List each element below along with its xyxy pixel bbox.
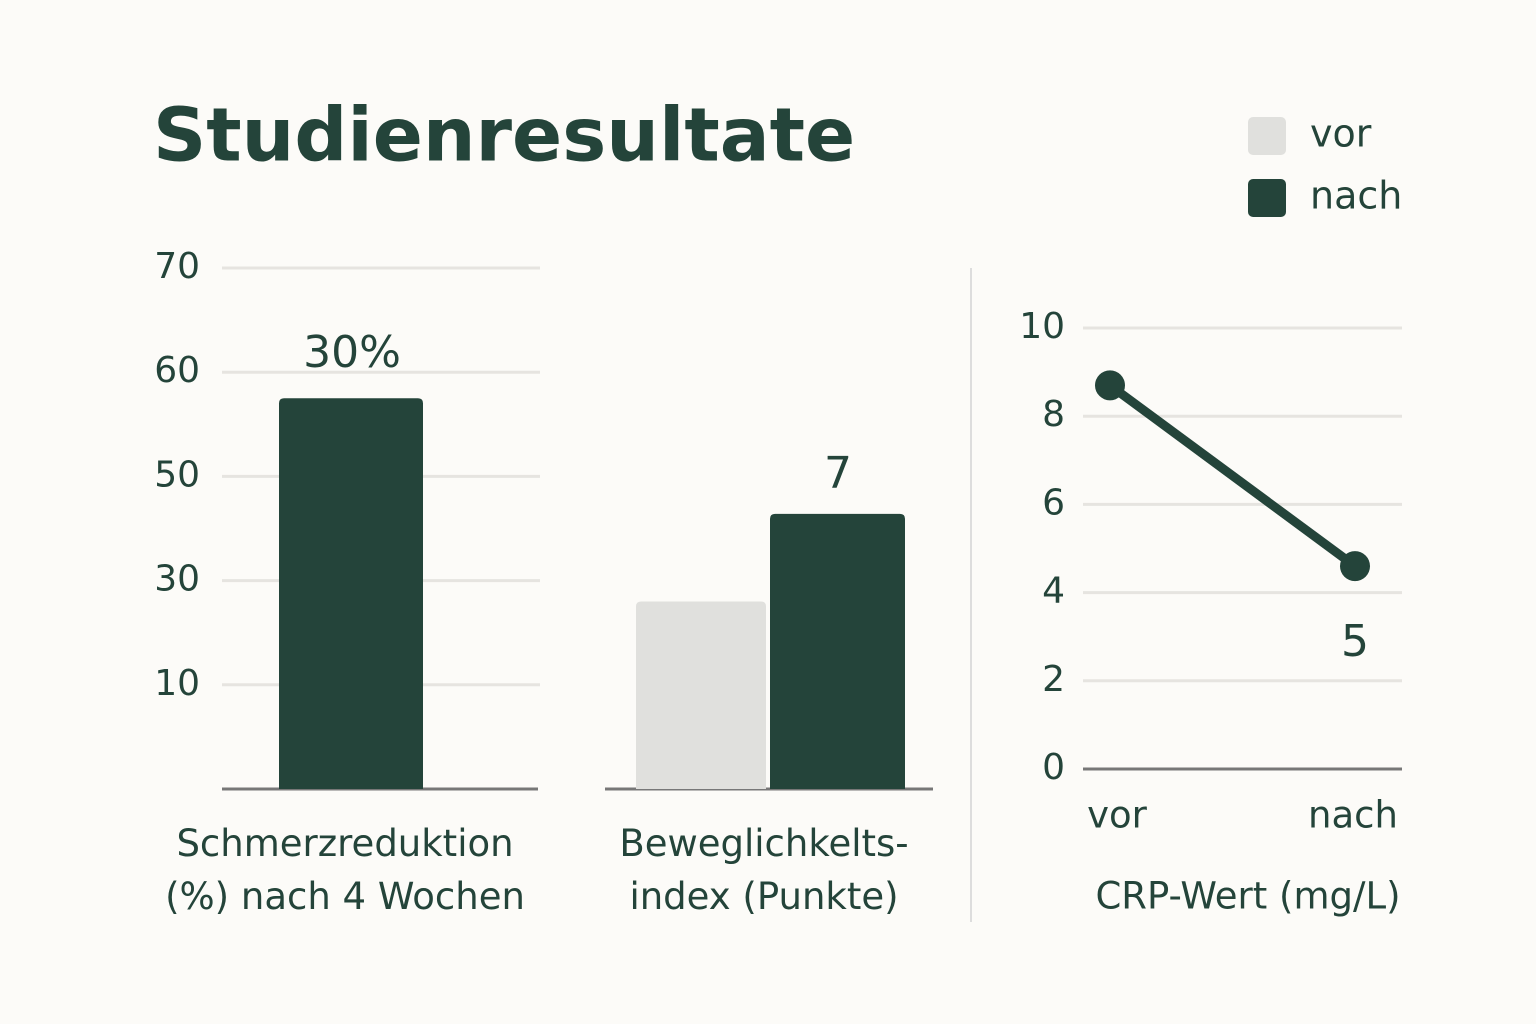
y-tick-label: 50 (154, 454, 200, 495)
point (1340, 551, 1370, 582)
x-tick-label: Beweglichkelts-index (Punkte) (619, 822, 908, 918)
point (1095, 370, 1125, 401)
y-tick-label: 4 (1042, 571, 1065, 612)
annotation: 30% (303, 327, 401, 378)
y-tick-label: 70 (154, 246, 200, 287)
y-tick-label: 60 (154, 350, 200, 391)
x-tick-label: vor (1087, 794, 1148, 837)
bar (279, 398, 423, 789)
legend-swatch (1248, 117, 1286, 155)
legend-label: nach (1310, 174, 1402, 218)
data-label: 5 (1341, 616, 1369, 667)
legend-swatch (1248, 179, 1286, 217)
y-tick-label: 10 (1019, 306, 1065, 347)
bar (770, 513, 905, 789)
legend-label: vor (1310, 112, 1372, 156)
bar (636, 601, 766, 789)
y-tick-label: 30 (154, 559, 200, 600)
y-tick-label: 6 (1042, 482, 1065, 523)
annotation: 7 (824, 448, 852, 499)
y-tick-label: 10 (154, 663, 200, 704)
x-axis-label: CRP-Wert (mg/L) (1095, 875, 1400, 918)
line (1107, 381, 1358, 570)
y-tick-label: 8 (1042, 394, 1065, 435)
x-tick-label: Schmerzreduktion (%) nach 4 Wochen (165, 822, 525, 918)
y-tick-label: 0 (1042, 747, 1065, 788)
x-tick-label: nach (1308, 794, 1398, 837)
y-tick-label: 2 (1042, 659, 1065, 700)
chart-title: Studienresultate (153, 93, 855, 179)
